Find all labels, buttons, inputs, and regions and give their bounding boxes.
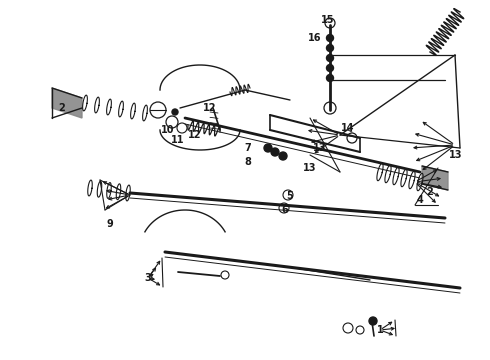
Text: 13: 13 <box>449 150 463 160</box>
Circle shape <box>326 35 334 41</box>
Text: 14: 14 <box>341 123 355 133</box>
Text: 16: 16 <box>308 33 322 43</box>
Circle shape <box>326 54 334 62</box>
Text: 3: 3 <box>145 273 151 283</box>
Circle shape <box>369 317 377 325</box>
Text: 10: 10 <box>161 125 175 135</box>
Text: 12: 12 <box>203 103 217 113</box>
Text: 2: 2 <box>427 187 433 197</box>
Text: 5: 5 <box>287 191 294 201</box>
Text: 9: 9 <box>107 219 113 229</box>
Polygon shape <box>422 166 448 190</box>
Text: 15: 15 <box>321 15 335 25</box>
Text: 13: 13 <box>313 143 327 153</box>
Text: 4: 4 <box>416 195 423 205</box>
Polygon shape <box>52 88 82 118</box>
Text: 13: 13 <box>303 163 317 173</box>
Text: 1: 1 <box>377 325 383 335</box>
Circle shape <box>326 75 334 81</box>
Circle shape <box>326 64 334 72</box>
Circle shape <box>271 148 279 156</box>
Text: 6: 6 <box>282 205 289 215</box>
Text: 12: 12 <box>188 130 202 140</box>
Text: 8: 8 <box>245 157 251 167</box>
Text: 7: 7 <box>245 143 251 153</box>
Circle shape <box>279 152 287 160</box>
Circle shape <box>172 109 178 115</box>
Text: 11: 11 <box>171 135 185 145</box>
Circle shape <box>264 144 272 152</box>
Circle shape <box>326 45 334 51</box>
Text: 2: 2 <box>59 103 65 113</box>
